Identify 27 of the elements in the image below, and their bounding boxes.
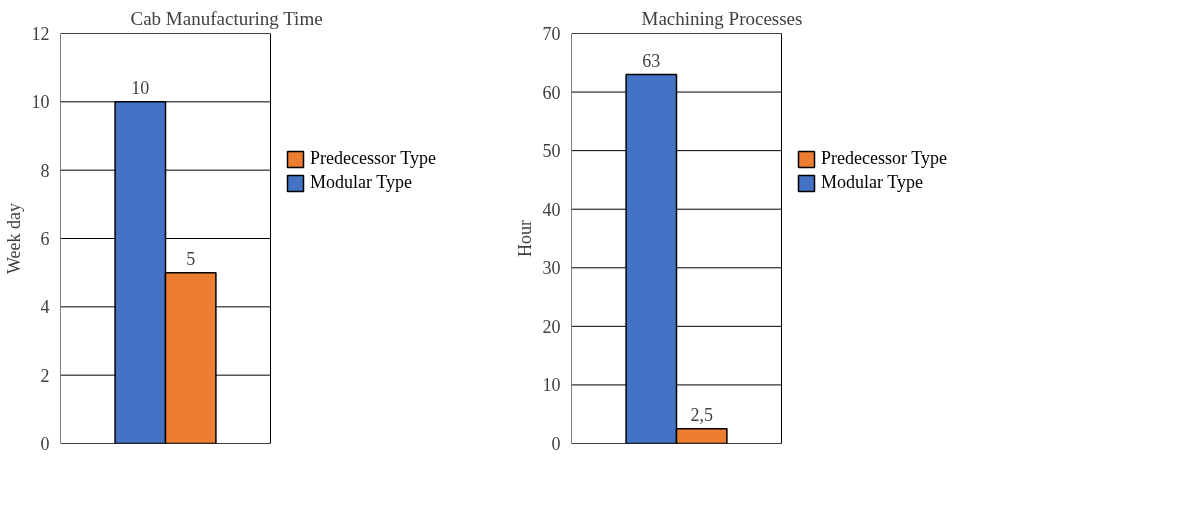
data-label: 10 xyxy=(131,77,150,98)
y-tick-label: 2 xyxy=(40,365,50,386)
y-tick-label: 4 xyxy=(40,297,50,318)
legend-label: Predecessor Type xyxy=(821,148,947,169)
y-tick-label: 8 xyxy=(40,160,50,181)
legend-label: Modular Type xyxy=(821,172,923,193)
data-label: 5 xyxy=(186,248,196,269)
y-tick-label: 10 xyxy=(31,92,50,113)
y-tick-label: 50 xyxy=(542,141,561,162)
chart-title: Machining Processes xyxy=(641,7,803,29)
y-tick-label: 30 xyxy=(542,258,561,279)
y-tick-label: 6 xyxy=(40,229,50,249)
y-tick-label: 0 xyxy=(40,434,50,454)
y-axis-title: Week day xyxy=(3,202,24,275)
legend-label: Predecessor Type xyxy=(310,148,436,169)
y-axis-title: Hour xyxy=(514,220,535,257)
chart-title: Cab Manufacturing Time xyxy=(130,7,323,29)
y-tick-label: 10 xyxy=(542,375,561,396)
y-tick-label: 40 xyxy=(542,199,561,220)
y-tick-label: 0 xyxy=(551,434,561,454)
y-tick-label: 70 xyxy=(542,24,561,44)
y-tick-label: 12 xyxy=(31,24,50,44)
y-tick-label: 60 xyxy=(542,82,561,103)
data-label: 2,5 xyxy=(690,404,713,425)
y-tick-label: 20 xyxy=(542,316,561,337)
data-label: 63 xyxy=(642,50,661,71)
legend-label: Modular Type xyxy=(310,172,412,193)
